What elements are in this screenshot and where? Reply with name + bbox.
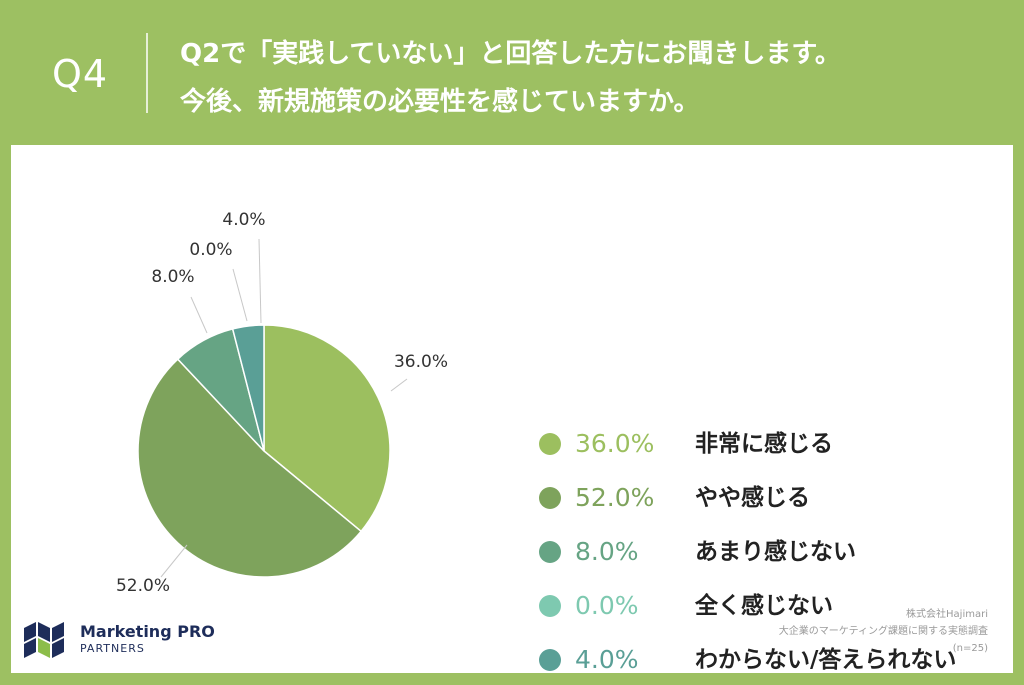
legend-label: あまり感じない bbox=[695, 539, 856, 565]
question-line-1: Q2で「実践していない」と回答した方にお聞きします。 bbox=[180, 39, 841, 69]
data-label: 0.0% bbox=[189, 240, 232, 260]
legend-percentage: 0.0% bbox=[575, 591, 639, 620]
source-note: 株式会社Hajimari 大企業のマーケティング課題に関する実態調査 (n=25… bbox=[779, 606, 988, 657]
legend-dot-icon bbox=[539, 433, 561, 455]
header-divider bbox=[146, 33, 148, 113]
data-label: 8.0% bbox=[151, 267, 194, 287]
logo-text-main: Marketing PRO bbox=[80, 622, 215, 641]
legend-label: やや感じる bbox=[695, 485, 810, 511]
data-label: 36.0% bbox=[394, 352, 448, 372]
pie-slice bbox=[231, 324, 265, 452]
legend-dot-icon bbox=[539, 487, 561, 509]
logo-mark-icon bbox=[24, 622, 64, 658]
legend-item: 52.0% やや感じる bbox=[539, 479, 1009, 519]
legend-percentage: 8.0% bbox=[575, 537, 639, 566]
leader-line bbox=[232, 268, 248, 322]
source-survey: 大企業のマーケティング課題に関する実態調査 bbox=[778, 626, 988, 637]
leader-line bbox=[258, 238, 262, 324]
leader-line bbox=[160, 544, 188, 578]
legend-percentage: 36.0% bbox=[575, 429, 655, 458]
company-logo: Marketing PRO PARTNERS bbox=[24, 620, 224, 660]
legend-dot-icon bbox=[539, 541, 561, 563]
legend-label: 非常に感じる bbox=[695, 431, 833, 457]
chart-panel: 36.0% 52.0% 8.0% 0.0% 4.0% 36.0% 非常に感じる 52.0% や… bbox=[11, 145, 1013, 674]
pie-slice bbox=[137, 358, 363, 578]
legend-label: わからない/答えられない bbox=[695, 647, 957, 673]
source-sample-size: (n=25) bbox=[952, 643, 988, 654]
question-text: Q2で「実践していない」と回答した方にお聞きします。 今後、新規施策の必要性を感… bbox=[180, 30, 841, 126]
legend-dot-icon bbox=[539, 595, 561, 617]
legend-item: 8.0% あまり感じない bbox=[539, 533, 1009, 573]
legend-label: 全く感じない bbox=[695, 593, 833, 619]
legend-item: 36.0% 非常に感じる bbox=[539, 425, 1009, 465]
legend-percentage: 4.0% bbox=[575, 645, 639, 674]
header: Q4 Q2で「実践していない」と回答した方にお聞きします。 今後、新規施策の必要… bbox=[0, 0, 1024, 145]
leader-line bbox=[390, 378, 408, 392]
pie-slice bbox=[263, 324, 391, 533]
leader-line bbox=[190, 296, 208, 334]
legend-item: 4.0% わからない/答えられない bbox=[539, 641, 1009, 681]
pie-chart: 36.0% 52.0% 8.0% 0.0% 4.0% bbox=[116, 210, 448, 596]
source-company: 株式会社Hajimari bbox=[906, 609, 988, 620]
legend-dot-icon bbox=[539, 649, 561, 671]
legend-item: 0.0% 全く感じない bbox=[539, 587, 1009, 627]
legend-percentage: 52.0% bbox=[575, 483, 655, 512]
data-label: 4.0% bbox=[222, 210, 265, 230]
data-label: 52.0% bbox=[116, 576, 170, 596]
logo-text-sub: PARTNERS bbox=[80, 642, 145, 655]
question-line-2: 今後、新規施策の必要性を感じていますか。 bbox=[180, 87, 700, 117]
question-number: Q4 bbox=[52, 52, 109, 96]
